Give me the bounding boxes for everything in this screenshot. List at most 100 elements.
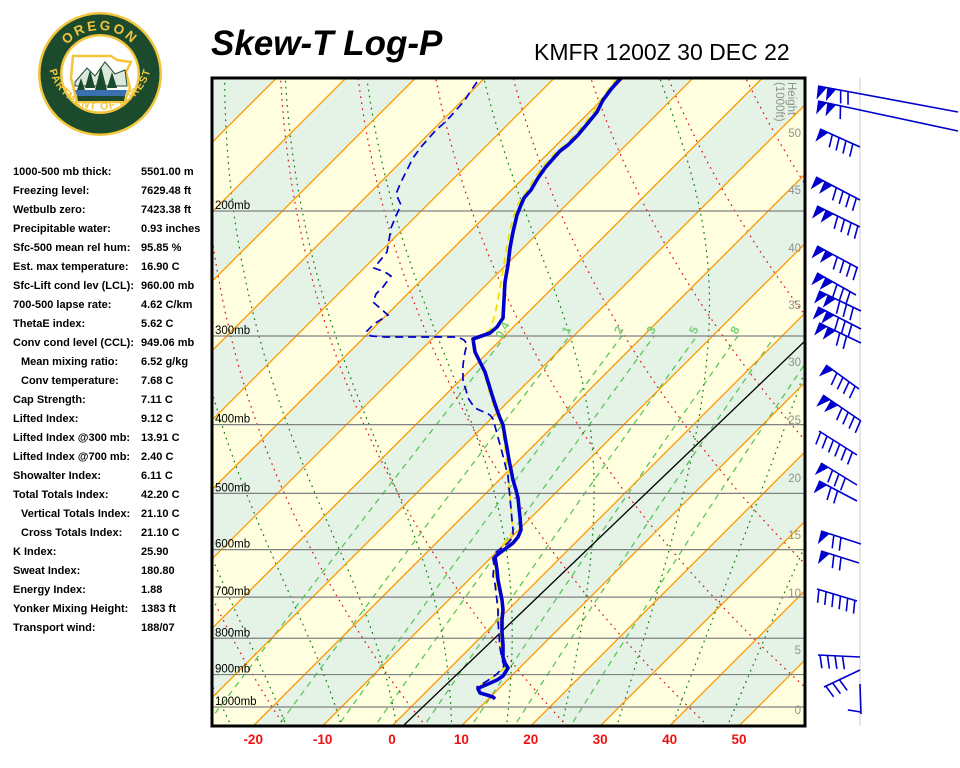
moist-adiabat xyxy=(212,683,230,723)
stat-label: Lifted Index: xyxy=(13,413,79,425)
pressure-label: 600mb xyxy=(215,539,250,551)
dry-adiabat xyxy=(212,232,423,723)
stat-row: Cap Strength: 7.11 C xyxy=(13,392,218,411)
stat-row: 700-500 lapse rate: 4.62 C/km xyxy=(13,297,218,316)
barb-flag-icon xyxy=(814,291,828,304)
dry-adiabat xyxy=(32,78,141,722)
barb-tick-icon xyxy=(835,407,843,421)
isotherm-line xyxy=(212,78,694,560)
stat-value: 1.88 xyxy=(141,584,163,596)
barb-tick-icon xyxy=(838,537,842,551)
barb-tick-icon xyxy=(851,197,858,211)
barb-tick-icon xyxy=(830,372,838,386)
barb-flag-icon xyxy=(824,400,839,413)
moist-adiabat xyxy=(17,74,118,723)
temp-band xyxy=(0,78,207,726)
pressure-label: 400mb xyxy=(215,414,250,426)
barb-tick-icon xyxy=(848,143,854,157)
stat-row: ThetaE index: 5.62 C xyxy=(13,316,218,335)
barb-tick-icon xyxy=(840,447,847,461)
height-tick-label: 15 xyxy=(788,530,801,542)
stat-label: Wetbulb zero: xyxy=(13,204,86,216)
barb-tick-icon xyxy=(845,194,851,208)
barb-tick-icon xyxy=(838,557,842,571)
height-tick-label: 20 xyxy=(788,473,801,485)
barb-flag-icon xyxy=(817,531,830,545)
wind-barb xyxy=(814,322,862,350)
barb-tick-icon xyxy=(832,284,838,298)
barb-flag-icon xyxy=(811,246,825,259)
wind-barb xyxy=(811,272,857,305)
stat-row: Wetbulb zero: 7423.38 ft xyxy=(13,202,218,221)
stat-value: 2.40 C xyxy=(141,451,174,463)
barb-tick-icon xyxy=(834,443,841,457)
stat-value: 16.90 C xyxy=(141,261,180,273)
stat-label: 700-500 lapse rate: xyxy=(13,299,112,311)
mixing-ratio-line xyxy=(572,362,805,723)
stat-value: 4.62 C/km xyxy=(141,299,193,311)
stat-row: Lifted Index @300 mb: 13.91 C xyxy=(13,430,218,449)
barb-tick-icon xyxy=(831,682,842,695)
barb-flag-icon xyxy=(819,181,833,194)
stat-row: Energy Index: 1.88 xyxy=(13,582,218,601)
stat-row: Conv cond level (CCL): 949.06 mb xyxy=(13,335,218,354)
page-title: Skew-T Log-P xyxy=(211,24,443,63)
barb-flag-icon xyxy=(825,87,837,102)
barb-tick-icon xyxy=(849,307,855,321)
barb-tick-icon xyxy=(835,137,840,151)
isotherm-line xyxy=(212,78,763,630)
stat-value: 188/07 xyxy=(141,622,175,634)
stat-row: Showalter Index: 6.11 C xyxy=(13,468,218,487)
stat-label: Yonker Mixing Height: xyxy=(13,603,129,615)
stats-panel: 1000-500 mb thick: 5501.00 m Freezing leve… xyxy=(13,164,218,639)
stat-value: 1383 ft xyxy=(141,603,176,615)
barb-tick-icon xyxy=(853,225,859,239)
height-tick-label: 40 xyxy=(788,243,801,255)
barb-flag-icon xyxy=(822,327,836,340)
barb-tick-icon xyxy=(842,411,849,425)
stat-row: Sfc-500 mean rel hum: 95.85 % xyxy=(13,240,218,259)
barb-flag-icon xyxy=(815,129,829,142)
mixing-ratio-line xyxy=(426,335,698,723)
barb-tick-icon xyxy=(854,420,862,434)
stat-label: Freezing level: xyxy=(13,185,90,197)
barb-tick-icon xyxy=(842,381,850,395)
stat-row: Lifted Index: 9.12 C xyxy=(13,411,218,430)
barb-tick-icon xyxy=(840,320,846,334)
isotherm-line xyxy=(212,103,805,699)
barb-tick-icon xyxy=(841,656,846,670)
barb-tick-icon xyxy=(834,655,838,670)
temp-tick-label: 40 xyxy=(662,732,677,747)
stat-row: Freezing level: 7629.48 ft xyxy=(13,183,218,202)
barb-tick-icon xyxy=(816,589,820,603)
stat-label: Showalter Index: xyxy=(13,470,102,482)
barb-tick-icon xyxy=(825,685,835,698)
barb-flag-icon xyxy=(810,177,824,190)
dewpoint-trace xyxy=(364,81,514,699)
moist-adiabat xyxy=(212,389,341,723)
barb-tick-icon xyxy=(831,187,838,201)
wind-barb xyxy=(813,480,858,504)
mixing-ratio-line xyxy=(473,335,739,723)
stat-label: Sweat Index: xyxy=(13,565,81,577)
height-axis-title: (1000ft) xyxy=(773,82,785,122)
stat-value: 21.10 C xyxy=(141,508,180,520)
wind-barb xyxy=(814,290,862,321)
barb-flag-icon xyxy=(825,102,837,117)
stat-label: Cap Strength: xyxy=(13,394,86,406)
pressure-label: 300mb xyxy=(215,325,250,337)
isotherm-line xyxy=(212,78,486,352)
barb-tick-icon xyxy=(828,134,834,148)
plot-area: 200mb 300mb 400mb 500mb 600mb 700mb 800mb 900mb… xyxy=(0,74,805,726)
stat-value: 180.80 xyxy=(141,565,175,577)
barb-tick-icon xyxy=(821,435,828,449)
barb-tick-icon xyxy=(846,222,852,236)
barb-tick-icon xyxy=(833,473,840,487)
height-tick-label: 10 xyxy=(788,588,801,600)
barb-tick-icon xyxy=(831,554,835,569)
barb-tick-icon xyxy=(852,267,858,281)
moist-adiabat xyxy=(728,544,805,723)
moist-adiabat xyxy=(0,74,7,723)
